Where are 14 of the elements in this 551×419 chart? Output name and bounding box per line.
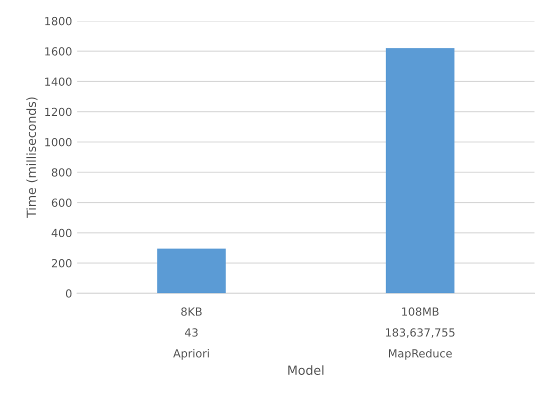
y-tick-label: 1800 (45, 16, 72, 26)
y-tick-label: 200 (52, 259, 72, 268)
y-tick-label: 0 (66, 289, 72, 298)
y-tick-label: 1600 (45, 47, 72, 56)
x-tick-label: 8KB 43 Apriori (173, 307, 209, 360)
y-tick-label: 800 (52, 168, 72, 177)
y-tick-label: 1400 (45, 77, 72, 86)
y-tick-label: 1000 (45, 138, 72, 146)
x-axis-title: Model (288, 365, 324, 375)
y-tick-label: 600 (52, 198, 72, 207)
x-tick-label: 108MB 183,637,755 MapReduce (386, 307, 455, 360)
y-axis-title: Time (milliseconds) (26, 97, 38, 218)
y-tick-label: 1200 (45, 108, 72, 116)
y-tick-label: 400 (52, 228, 72, 238)
